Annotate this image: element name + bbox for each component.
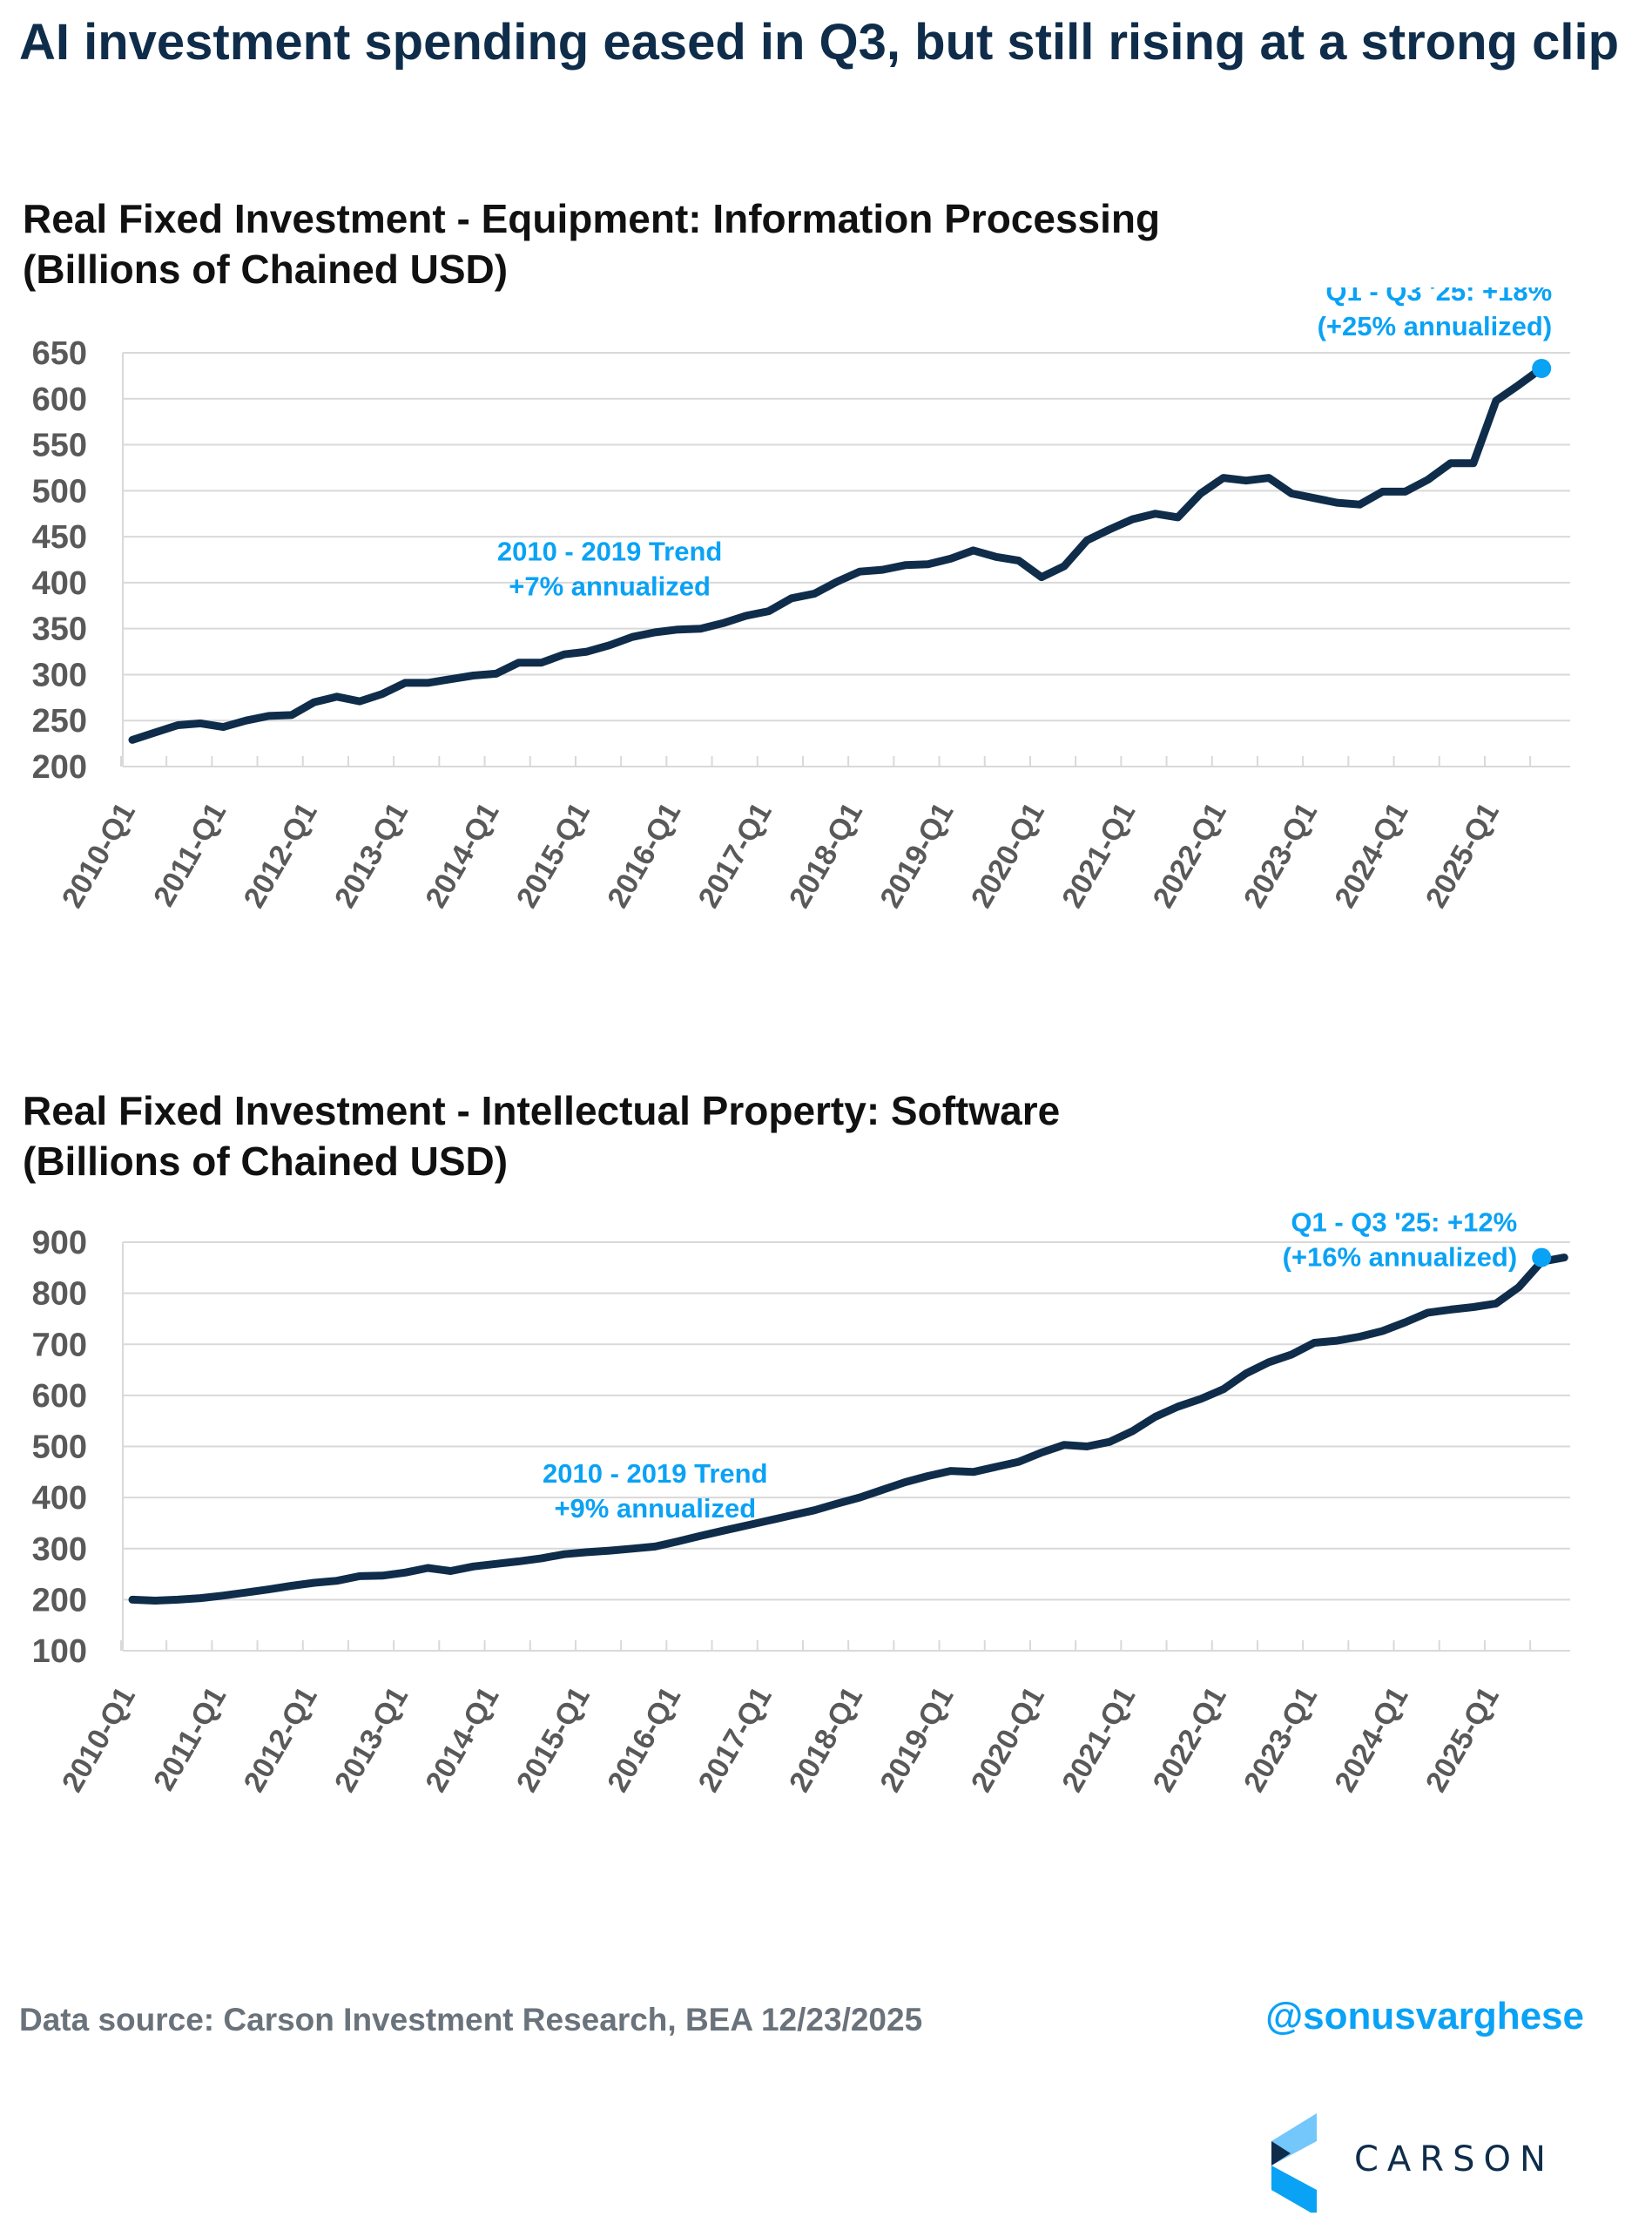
y-tick-label: 100 — [32, 1633, 87, 1670]
y-tick-label: 700 — [32, 1327, 87, 1363]
x-tick-label: 2017-Q1 — [692, 797, 779, 914]
x-tick-label: 2011-Q1 — [147, 797, 233, 912]
trend-annotation: +9% annualized — [554, 1493, 756, 1524]
y-tick-label: 350 — [32, 612, 87, 648]
data-source-note: Data source: Carson Investment Research,… — [19, 2002, 923, 2037]
x-tick-label: 2020-Q1 — [965, 1681, 1051, 1798]
x-tick-label: 2014-Q1 — [419, 797, 505, 914]
chart2-title: Real Fixed Investment - Intellectual Pro… — [23, 1085, 1060, 1186]
x-tick-label: 2023-Q1 — [1237, 797, 1324, 914]
x-tick-label: 2025-Q1 — [1419, 797, 1506, 914]
x-tick-label: 2024-Q1 — [1328, 1681, 1414, 1798]
x-tick-label: 2010-Q1 — [56, 1681, 142, 1798]
carson-logo-text: CARSON — [1354, 2139, 1554, 2179]
chart1-subtitle: (Billions of Chained USD) — [23, 247, 509, 292]
chart1-title: Real Fixed Investment - Equipment: Infor… — [23, 193, 1160, 294]
chart2-software: 100 200 300 400 500 600 700 800 900 2010-Q1 2011-Q… — [32, 1207, 1570, 1798]
x-tick-label: 2013-Q1 — [328, 1681, 415, 1798]
endpoint-annotation: (+25% annualized) — [1318, 311, 1553, 341]
endpoint-marker — [1532, 1247, 1552, 1267]
x-tick-label: 2024-Q1 — [1328, 797, 1414, 914]
x-tick-label: 2012-Q1 — [238, 797, 324, 914]
y-tick-label: 300 — [32, 1531, 87, 1568]
series-line — [128, 1254, 1568, 1605]
x-tick-label: 2019-Q1 — [873, 797, 960, 914]
endpoint-marker — [1532, 358, 1552, 378]
y-tick-label: 500 — [32, 1429, 87, 1466]
y-tick-label: 200 — [32, 749, 87, 786]
x-tick-label: 2017-Q1 — [692, 1681, 779, 1798]
endpoint-annotation: (+16% annualized) — [1283, 1242, 1518, 1273]
x-tick-label: 2016-Q1 — [601, 797, 687, 914]
headline: AI investment spending eased in Q3, but … — [19, 14, 1619, 71]
y-tick-label: 400 — [32, 1480, 87, 1517]
chart2-title-line: Real Fixed Investment - Intellectual Pro… — [23, 1088, 1061, 1133]
endpoint-annotation: Q1 - Q3 '25: +18% — [1325, 287, 1552, 307]
x-tick-label: 2020-Q1 — [965, 797, 1051, 914]
y-tick-label: 650 — [32, 335, 87, 372]
author-handle[interactable]: @sonusvarghese — [1265, 1995, 1584, 2037]
y-tick-label: 550 — [32, 428, 87, 464]
x-tick-label: 2011-Q1 — [147, 1681, 233, 1796]
x-tick-label: 2018-Q1 — [783, 797, 869, 914]
y-tick-label: 500 — [32, 473, 87, 510]
chart2-subtitle: (Billions of Chained USD) — [23, 1139, 509, 1184]
trend-annotation: 2010 - 2019 Trend — [543, 1458, 768, 1489]
x-tick-label: 2010-Q1 — [56, 797, 142, 914]
x-tick-label: 2021-Q1 — [1055, 1681, 1142, 1798]
x-tick-label: 2015-Q1 — [510, 1681, 597, 1798]
x-tick-label: 2022-Q1 — [1147, 797, 1233, 914]
y-tick-label: 900 — [32, 1225, 87, 1261]
y-tick-label: 300 — [32, 657, 87, 693]
y-tick-label: 250 — [32, 703, 87, 740]
x-tick-label: 2019-Q1 — [873, 1681, 960, 1798]
x-tick-label: 2012-Q1 — [238, 1681, 324, 1798]
y-tick-label: 600 — [32, 382, 87, 418]
trend-annotation: 2010 - 2019 Trend — [497, 537, 723, 567]
y-tick-label: 400 — [32, 565, 87, 602]
chart1-title-line: Real Fixed Investment - Equipment: Infor… — [23, 196, 1161, 241]
x-tick-label: 2014-Q1 — [419, 1681, 505, 1798]
x-tick-label: 2016-Q1 — [601, 1681, 687, 1798]
x-tick-label: 2018-Q1 — [783, 1681, 869, 1798]
series-line — [128, 364, 1546, 744]
x-tick-label: 2021-Q1 — [1055, 797, 1142, 914]
trend-annotation: +7% annualized — [509, 571, 711, 602]
y-tick-label: 200 — [32, 1582, 87, 1618]
x-tick-label: 2015-Q1 — [510, 797, 597, 914]
x-tick-label: 2023-Q1 — [1237, 1681, 1324, 1798]
y-tick-label: 600 — [32, 1378, 87, 1415]
x-tick-label: 2013-Q1 — [328, 797, 415, 914]
y-tick-label: 800 — [32, 1276, 87, 1313]
endpoint-annotation: Q1 - Q3 '25: +12% — [1291, 1207, 1517, 1238]
y-tick-label: 450 — [32, 519, 87, 556]
carson-logo: CARSON — [1271, 2108, 1602, 2213]
carson-logo-icon — [1271, 2113, 1317, 2213]
x-tick-label: 2022-Q1 — [1147, 1681, 1233, 1798]
x-tick-label: 2025-Q1 — [1419, 1681, 1506, 1798]
